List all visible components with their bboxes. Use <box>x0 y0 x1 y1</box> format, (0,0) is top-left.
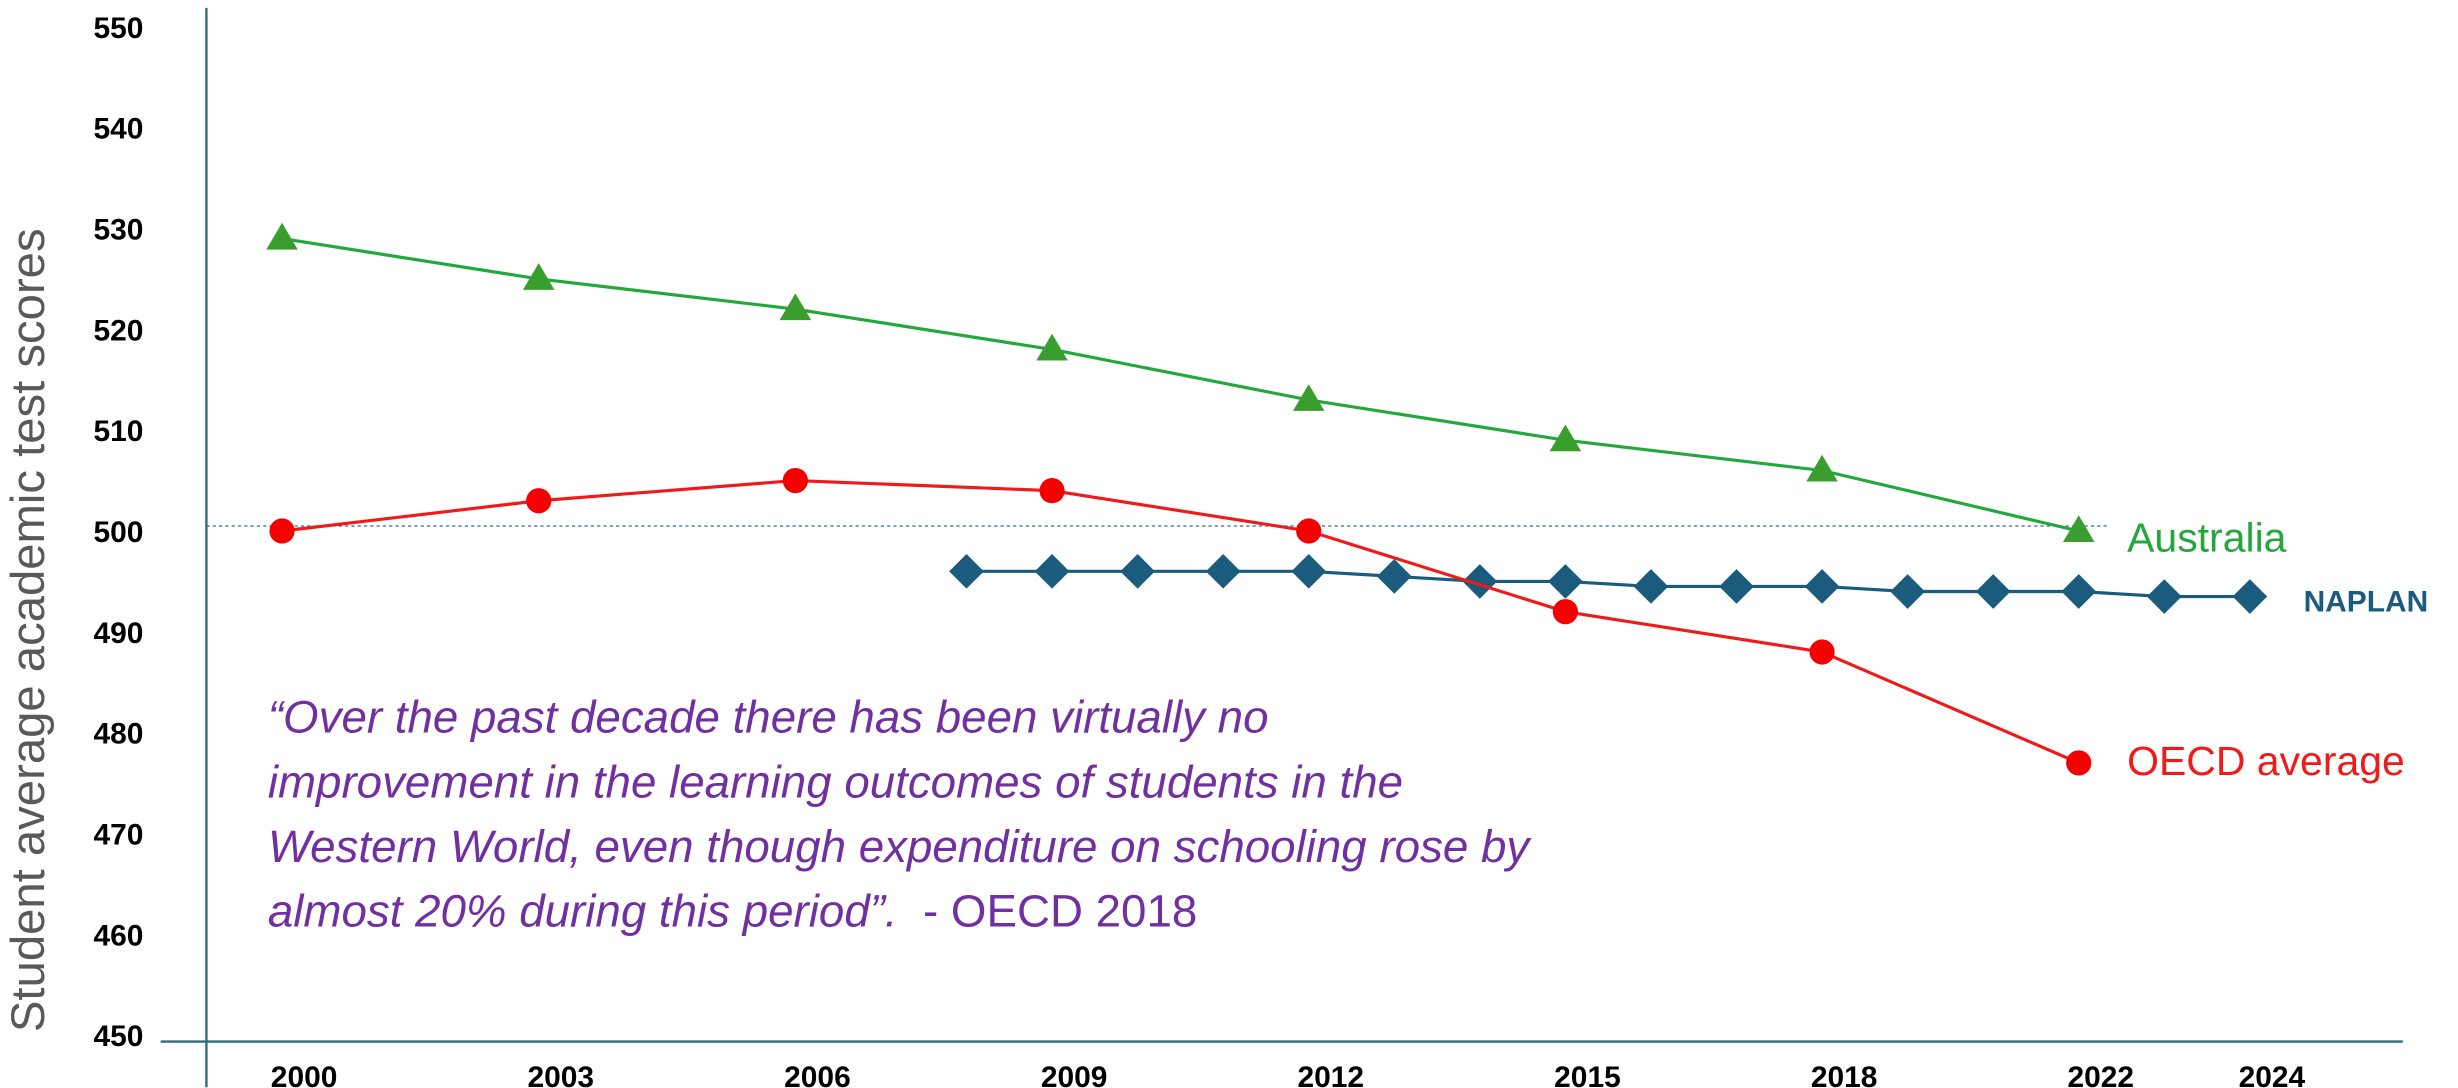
series-label: NAPLAN <box>2304 585 2429 618</box>
y-tick-label: 460 <box>93 919 143 952</box>
series-label: Australia <box>2127 514 2287 560</box>
quote-text: almost 20% during this period”. <box>268 885 898 936</box>
x-tick-label: 2024 <box>2239 1061 2306 1088</box>
marker <box>1292 384 1325 411</box>
marker <box>1804 569 1840 604</box>
marker <box>1552 599 1579 625</box>
y-tick-label: 520 <box>93 314 143 347</box>
marker <box>1034 554 1070 589</box>
marker <box>1036 333 1068 361</box>
marker <box>266 222 298 250</box>
quote-text: “Over the past decade there has been vir… <box>268 692 1269 743</box>
y-tick-label: 500 <box>93 516 143 549</box>
marker <box>1039 478 1065 504</box>
marker <box>2062 515 2095 543</box>
marker <box>1549 424 1582 452</box>
quote-text: Western World, even though expenditure o… <box>268 821 1533 872</box>
marker <box>2061 574 2097 609</box>
marker <box>779 293 812 321</box>
y-tick-label: 540 <box>93 113 143 146</box>
marker <box>1291 554 1327 589</box>
y-tick-label: 510 <box>93 415 143 448</box>
x-tick-label: 2012 <box>1297 1061 1364 1088</box>
quote-line: “Over the past decade there has been vir… <box>268 692 1269 743</box>
series-line <box>966 569 2250 599</box>
series-line <box>281 479 2080 765</box>
marker <box>1633 569 1669 604</box>
quote-line: improvement in the learning outcomes of … <box>268 756 1403 807</box>
marker <box>1719 569 1754 604</box>
marker <box>1975 574 2011 609</box>
marker <box>2066 750 2092 776</box>
series-label: OECD average <box>2127 738 2405 784</box>
quote-source: - OECD 2018 <box>898 885 1198 936</box>
x-tick-label: 2015 <box>1554 1061 1621 1088</box>
y-tick-label: 470 <box>93 819 143 852</box>
marker <box>1296 518 1322 544</box>
marker <box>526 488 552 514</box>
marker <box>1806 454 1838 482</box>
quote-line: almost 20% during this period”. - OECD 2… <box>268 885 1197 936</box>
x-tick-label: 2000 <box>271 1061 338 1088</box>
marker <box>1809 639 1835 665</box>
y-tick-label: 530 <box>93 214 143 247</box>
y-tick-label: 480 <box>93 718 143 751</box>
marker <box>782 467 808 494</box>
series-line <box>281 237 2080 533</box>
marker <box>522 263 555 290</box>
marker <box>1376 559 1412 594</box>
y-tick-label: 550 <box>93 12 143 45</box>
marker <box>1205 554 1241 589</box>
x-tick-label: 2018 <box>1811 1061 1878 1088</box>
y-tick-label: 450 <box>93 1020 143 1053</box>
y-tick-label: 490 <box>93 617 143 650</box>
quote-text: improvement in the learning outcomes of … <box>268 756 1403 807</box>
marker <box>1548 564 1583 599</box>
marker <box>1120 554 1155 589</box>
marker <box>269 518 295 544</box>
marker <box>2232 579 2268 614</box>
quote-line: Western World, even though expenditure o… <box>268 821 1533 872</box>
marker <box>1890 574 1925 609</box>
x-tick-label: 2003 <box>527 1061 594 1088</box>
marker <box>949 554 984 589</box>
x-tick-label: 2022 <box>2068 1061 2135 1088</box>
x-tick-label: 2009 <box>1041 1061 1108 1088</box>
y-axis-title: Student average academic test scores <box>2 228 55 1032</box>
x-tick-label: 2006 <box>784 1061 851 1088</box>
marker <box>2146 579 2182 614</box>
